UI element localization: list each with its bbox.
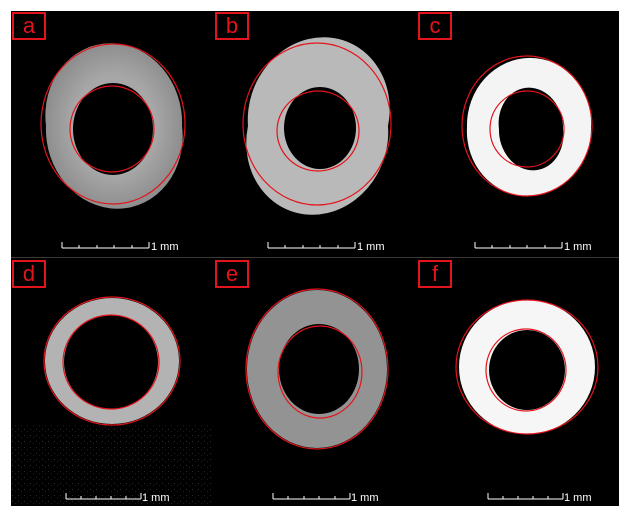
figure: a 1 mm b 1 mm c [11,11,619,506]
scale-label-a: 1 mm [151,241,179,253]
ring-image-e [245,288,389,450]
panel-c: c 1 mm [417,11,619,257]
panel-divider [11,257,619,258]
ring-image-a [40,43,186,209]
scale-bar-a [61,242,150,249]
ring-image-b [242,37,392,215]
panel-label-d: d [12,260,46,288]
scale-label-f: 1 mm [564,492,592,504]
scale-label-e: 1 mm [351,492,379,504]
ring-image-c [461,55,593,197]
scale-bar-e [272,493,351,500]
panel-label-b: b [215,12,249,40]
panel-d: d 1 mm [11,259,213,505]
scale-label-c: 1 mm [564,241,592,253]
scale-bar-d [65,493,142,500]
panel-label-f: f [418,260,452,288]
ring-image-f [455,299,599,435]
panel-label-e: e [215,260,249,288]
scale-bar-b [267,242,356,249]
panel-f: f 1 mm [417,259,619,505]
panel-e: e 1 mm [214,259,416,505]
panel-a: a 1 mm [11,11,213,257]
ring-image-d [11,296,213,505]
scale-label-b: 1 mm [357,241,385,253]
panel-b: b 1 mm [214,11,416,257]
panel-label-c: c [418,12,452,40]
panel-label-a: a [12,12,46,40]
scale-label-d: 1 mm [142,492,170,504]
scale-bar-c [474,242,563,249]
scale-bar-f [487,493,564,500]
